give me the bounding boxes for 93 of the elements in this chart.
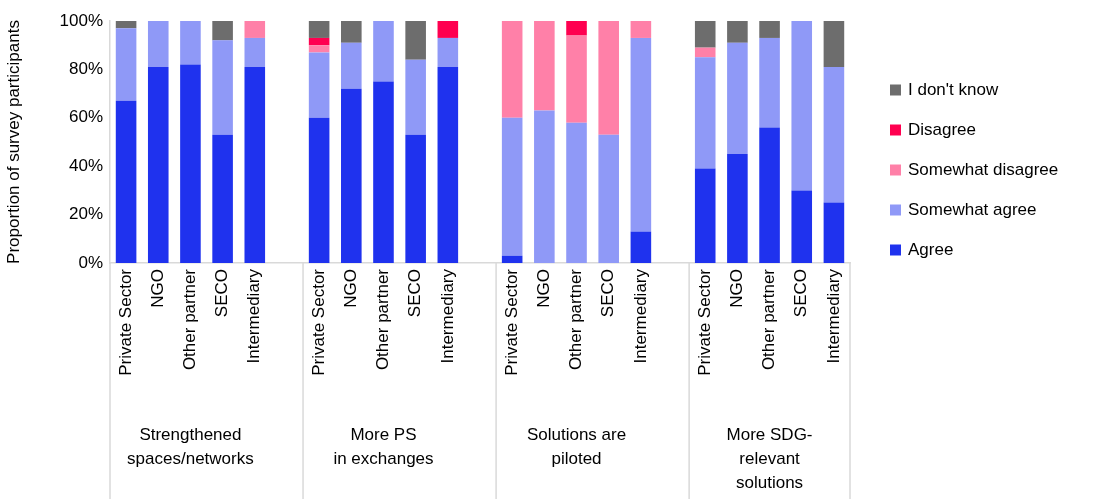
bar [341,21,362,43]
legend-label: I don't know [908,79,999,99]
x-tick-label: Private Sector [694,268,714,376]
y-tick-label: 20% [68,204,103,224]
bar [405,59,426,135]
x-tick-label: Private Sector [501,268,521,376]
bar [341,88,362,263]
bar [180,64,201,263]
bar [791,21,813,191]
bar [115,21,137,29]
bar [630,37,652,232]
bar [308,52,330,118]
bar [566,35,587,123]
x-tick-label: SECO [212,269,232,318]
bar [727,42,748,155]
x-tick-label: NGO [147,269,167,308]
bar [405,134,426,263]
bar [308,45,330,53]
x-tick-label: NGO [340,269,360,308]
bar [566,122,587,263]
bar [823,21,845,67]
bar [759,21,780,38]
bar [759,127,780,263]
bar [147,66,169,263]
x-tick-label: NGO [727,269,747,308]
bar [694,168,716,263]
bar [598,134,619,263]
bar [566,21,587,36]
bar [501,117,523,256]
bar [373,81,394,263]
bar [212,21,233,41]
bar [437,21,459,38]
y-tick-label: 0% [78,252,103,272]
bar [759,37,780,128]
bar [308,21,330,38]
x-tick-label: Other partner [759,268,779,371]
x-tick-label: Private Sector [115,268,135,376]
bar [598,21,619,135]
x-tick-label: Intermediary [437,268,457,364]
bar [373,21,394,82]
bar [630,21,652,38]
bar [180,21,201,65]
x-tick-label: Intermediary [244,268,264,364]
bar [244,21,266,38]
x-tick-label: Other partner [373,268,393,371]
bar [244,66,266,263]
legend-label: Somewhat disagree [908,159,1059,179]
bar [630,231,652,263]
bar [147,21,169,67]
bar [534,110,555,263]
bar [405,21,426,60]
bar [694,57,716,169]
x-tick-label: Intermediary [823,268,843,364]
bar [308,117,330,263]
x-tick-label: SECO [791,269,811,318]
text: More SDG- relevant solutions [726,425,813,493]
bar [437,37,459,67]
text: More PS in exchanges [333,425,434,469]
y-tick-label: 80% [68,59,103,79]
x-tick-label: Private Sector [308,268,328,376]
x-tick-label: NGO [534,269,554,308]
y-tick-label: 40% [68,155,103,175]
bar [694,47,716,58]
text: Strengthened spaces/networks [127,425,254,469]
bar [212,134,233,263]
bar [212,40,233,135]
x-tick-label: Other partner [566,268,586,371]
text: Solutions are piloted [526,425,627,469]
bar [501,21,523,118]
legend-label: Somewhat agree [908,199,1037,219]
bar [694,21,716,48]
y-tick-label: 100% [59,10,103,30]
x-tick-label: Intermediary [630,268,650,364]
x-tick-label: SECO [598,269,618,318]
y-tick-label: 60% [68,107,103,127]
bar [791,190,813,263]
legend-label: Disagree [908,119,977,139]
x-tick-label: Other partner [180,268,200,371]
bar [115,100,137,263]
x-tick-label: SECO [405,269,425,318]
bar [727,21,748,43]
bar [308,37,330,46]
bar [534,21,555,111]
bar [501,255,523,263]
bar [727,154,748,263]
bar [341,42,362,89]
y-axis-title: Proportion of survey participants [3,20,23,264]
bar [437,66,459,263]
legend-label: Agree [908,239,954,259]
bar [244,37,266,67]
bar [823,66,845,203]
bar [823,202,845,263]
bar [115,28,137,101]
